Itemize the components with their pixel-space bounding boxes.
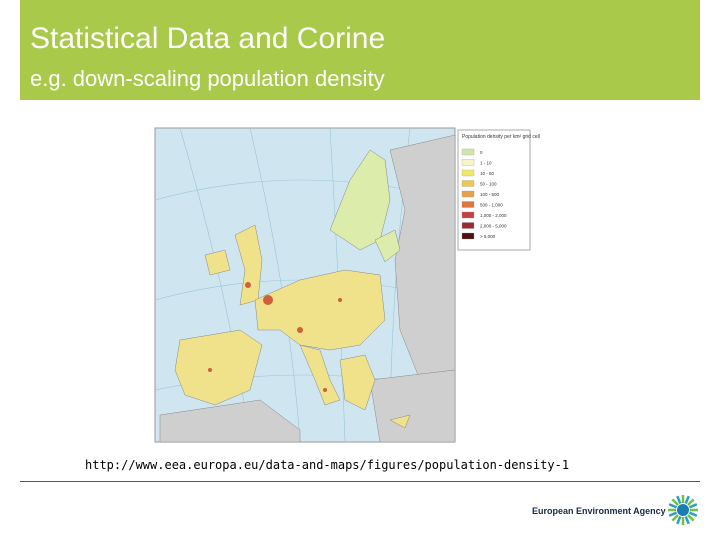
legend-label: 10 - 50 xyxy=(480,171,495,176)
legend-swatch xyxy=(461,169,475,177)
eu-land xyxy=(174,149,411,429)
legend-label: 0 xyxy=(480,150,483,155)
logo-ray xyxy=(676,515,682,525)
legend-swatch xyxy=(461,180,475,187)
source-url: http://www.eea.europa.eu/data-and-maps/f… xyxy=(85,458,570,472)
legend-label: 2,000 - 5,000 xyxy=(480,224,507,229)
legend-label: 500 - 1,000 xyxy=(480,203,503,208)
divider xyxy=(20,481,700,482)
legend-swatch xyxy=(461,201,475,208)
logo-ray xyxy=(688,503,698,509)
logo-ray xyxy=(688,511,698,517)
legend-box xyxy=(457,129,531,251)
logo-ray xyxy=(671,514,679,522)
slide-title: Statistical Data and Corine xyxy=(30,22,386,55)
dense-areas xyxy=(208,282,342,392)
legend-label: 1 - 10 xyxy=(480,161,492,166)
legend-label: 50 - 100 xyxy=(480,182,497,187)
legend-items: 0 1 - 10 10 - 50 50 - 100 100 - 500 500 - 1,0… xyxy=(461,148,507,240)
legend-swatch xyxy=(461,148,475,156)
logo-rays xyxy=(668,495,698,525)
logo-ray xyxy=(671,498,679,506)
logo-ray xyxy=(687,498,695,506)
legend-swatch xyxy=(461,211,475,219)
legend-swatch xyxy=(461,159,475,166)
legend-swatch xyxy=(461,222,475,229)
logo-ray xyxy=(668,503,678,509)
legend-swatch xyxy=(461,232,475,240)
non-eu-land xyxy=(159,134,456,443)
legend-label: 1,000 - 2,000 xyxy=(480,213,507,218)
logo-ray xyxy=(684,495,690,505)
logo-ray xyxy=(668,511,678,517)
logo-ray xyxy=(676,495,682,505)
header-band xyxy=(20,0,700,100)
logo-ray xyxy=(684,515,690,525)
eea-logo xyxy=(668,495,698,525)
legend-label: > 5,000 xyxy=(480,234,496,239)
logo-ray xyxy=(687,514,695,522)
legend-title: Population density per km² grid cell xyxy=(462,134,540,140)
legend-swatch xyxy=(461,190,475,198)
slide-subtitle: e.g. down-scaling population density xyxy=(30,66,385,91)
organization-name: European Environment Agency xyxy=(532,506,666,516)
legend-label: 100 - 500 xyxy=(480,192,500,197)
